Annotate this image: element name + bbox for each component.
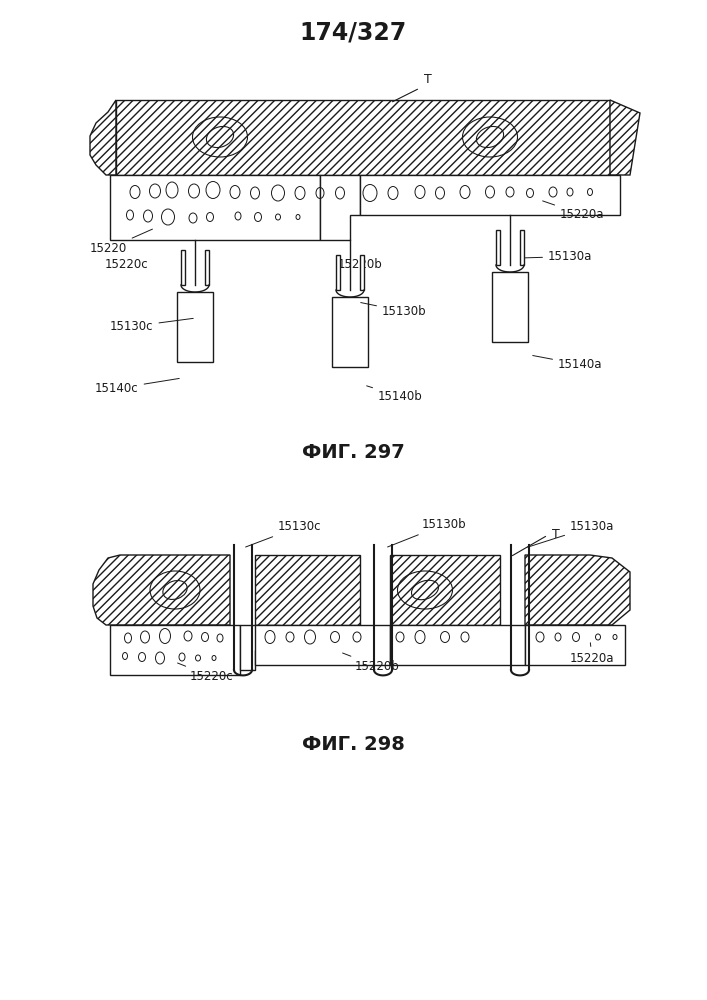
Polygon shape <box>492 272 528 342</box>
Text: 15130c: 15130c <box>110 318 193 333</box>
Text: 15140a: 15140a <box>533 356 602 371</box>
Polygon shape <box>320 175 360 240</box>
Text: T: T <box>552 528 560 540</box>
Text: 15130c: 15130c <box>245 520 322 547</box>
Text: 15220a: 15220a <box>570 643 614 665</box>
Text: T: T <box>424 73 432 86</box>
Text: ФИГ. 298: ФИГ. 298 <box>302 736 404 754</box>
Text: 15220a: 15220a <box>543 201 604 221</box>
Polygon shape <box>116 100 610 175</box>
Text: 15130a: 15130a <box>522 250 592 263</box>
Text: 15220: 15220 <box>90 229 153 255</box>
Polygon shape <box>496 230 500 265</box>
Text: 15130b: 15130b <box>361 303 426 318</box>
Polygon shape <box>332 297 368 367</box>
Polygon shape <box>255 625 390 665</box>
Text: 15140b: 15140b <box>367 386 423 403</box>
Text: 15220b: 15220b <box>343 653 399 673</box>
Polygon shape <box>520 230 524 265</box>
Polygon shape <box>177 292 213 362</box>
Polygon shape <box>610 100 640 175</box>
Polygon shape <box>181 250 185 285</box>
Polygon shape <box>110 175 320 240</box>
Polygon shape <box>360 255 364 290</box>
Text: 15220c: 15220c <box>105 258 148 271</box>
Polygon shape <box>255 555 360 625</box>
Polygon shape <box>360 175 620 215</box>
Polygon shape <box>240 625 280 670</box>
Polygon shape <box>110 625 240 675</box>
Polygon shape <box>336 255 340 290</box>
Polygon shape <box>90 100 116 175</box>
Text: 15130a: 15130a <box>527 520 614 547</box>
Polygon shape <box>205 250 209 285</box>
Polygon shape <box>390 625 525 665</box>
Text: 15220b: 15220b <box>338 258 382 271</box>
Text: 15140c: 15140c <box>95 378 180 395</box>
Text: 15220c: 15220c <box>177 663 233 683</box>
Polygon shape <box>525 555 630 625</box>
Polygon shape <box>93 555 230 625</box>
Text: 15130b: 15130b <box>387 518 467 547</box>
Polygon shape <box>525 625 625 665</box>
Text: 174/327: 174/327 <box>299 20 407 44</box>
Text: ФИГ. 297: ФИГ. 297 <box>302 442 404 462</box>
Polygon shape <box>390 555 500 625</box>
